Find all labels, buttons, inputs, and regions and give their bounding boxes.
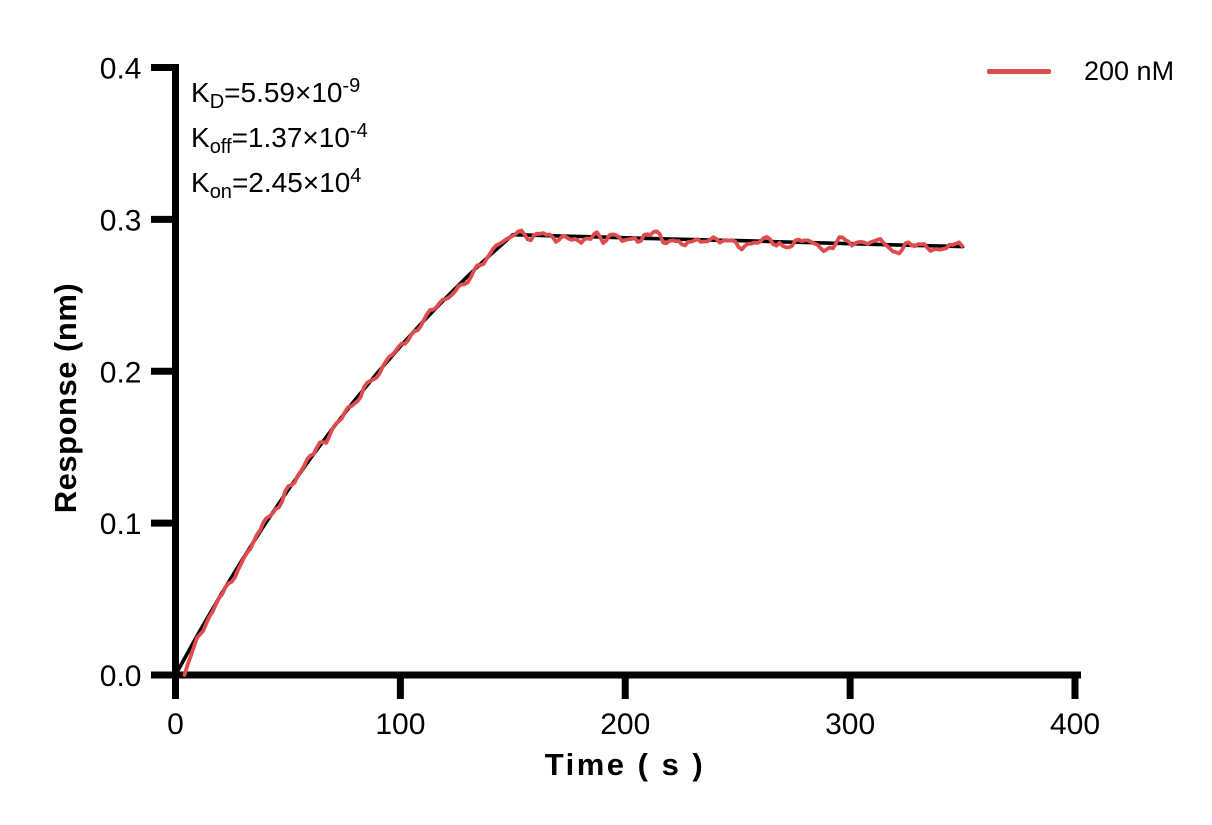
- kd-annotation: KD=5.59×10-9: [191, 70, 368, 115]
- kon-base: K: [191, 167, 210, 198]
- kon-exponent: 4: [350, 165, 362, 187]
- kd-exponent: -9: [342, 75, 361, 97]
- kon-subscript: on: [209, 181, 232, 203]
- x-tick-label: 0: [167, 708, 184, 741]
- y-tick-label: 0.4: [100, 53, 142, 86]
- fit-line-series: [173, 232, 965, 677]
- kinetics-annotations: KD=5.59×10-9 Koff=1.37×10-4 Kon=2.45×104: [191, 70, 368, 205]
- x-tick-label: 100: [375, 708, 425, 741]
- koff-subscript: off: [209, 136, 232, 158]
- x-tick-marks: [172, 675, 1079, 699]
- kd-subscript: D: [209, 91, 225, 113]
- kon-value: =2.45×10: [231, 167, 351, 198]
- koff-value: =1.37×10: [231, 122, 350, 153]
- legend-line-swatch: [987, 69, 1051, 74]
- y-tick-marks: [151, 64, 176, 679]
- koff-annotation: Koff=1.37×10-4: [191, 115, 368, 160]
- x-tick-label: 200: [600, 708, 650, 741]
- x-tick-label: 400: [1050, 708, 1100, 741]
- y-tick-label: 0.0: [100, 660, 142, 693]
- kd-value: =5.59×10: [224, 77, 343, 108]
- y-tick-label: 0.1: [100, 508, 142, 541]
- measured-series-200nM: [182, 228, 964, 677]
- koff-base: K: [191, 122, 210, 153]
- y-axis-title: Response (nm): [48, 282, 83, 514]
- y-tick-label: 0.3: [100, 204, 142, 237]
- y-tick-labels: 0.0 0.1 0.2 0.3 0.4: [100, 53, 142, 694]
- koff-exponent: -4: [349, 120, 368, 142]
- legend: 200 nM: [987, 56, 1174, 87]
- x-axis-title: Time ( s ): [544, 747, 706, 782]
- kon-annotation: Kon=2.45×104: [191, 160, 368, 205]
- x-tick-labels: 0 100 200 300 400: [167, 708, 1100, 741]
- y-tick-label: 0.2: [100, 356, 142, 389]
- legend-label: 200 nM: [1084, 56, 1175, 86]
- kd-base: K: [191, 77, 210, 108]
- x-tick-label: 300: [825, 708, 875, 741]
